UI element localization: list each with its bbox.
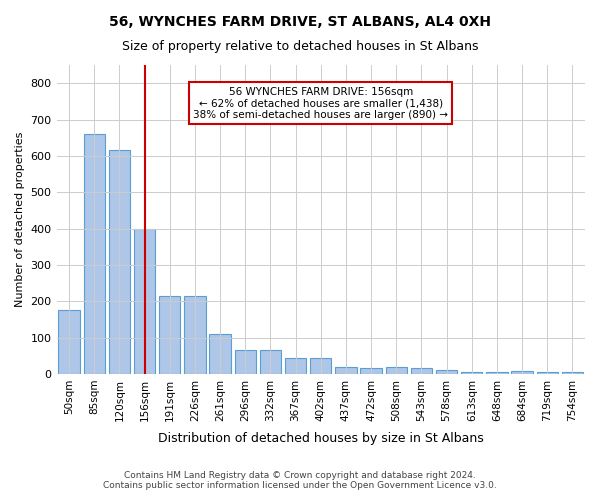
Bar	[436, 370, 457, 374]
Bar	[83, 134, 105, 374]
Bar	[486, 372, 508, 374]
Bar	[260, 350, 281, 374]
Bar	[209, 334, 231, 374]
Text: Size of property relative to detached houses in St Albans: Size of property relative to detached ho…	[122, 40, 478, 53]
Bar	[285, 358, 307, 374]
Bar	[386, 368, 407, 374]
Bar	[461, 372, 482, 374]
Bar	[58, 310, 80, 374]
Bar	[335, 368, 356, 374]
Text: 56 WYNCHES FARM DRIVE: 156sqm
← 62% of detached houses are smaller (1,438)
38% o: 56 WYNCHES FARM DRIVE: 156sqm ← 62% of d…	[193, 86, 448, 120]
Bar	[361, 368, 382, 374]
Bar	[184, 296, 206, 374]
Bar	[235, 350, 256, 374]
Bar	[536, 372, 558, 374]
Bar	[134, 228, 155, 374]
Bar	[310, 358, 331, 374]
Y-axis label: Number of detached properties: Number of detached properties	[15, 132, 25, 307]
Bar	[562, 372, 583, 374]
Bar	[511, 371, 533, 374]
Bar	[109, 150, 130, 374]
Bar	[159, 296, 181, 374]
Text: 56, WYNCHES FARM DRIVE, ST ALBANS, AL4 0XH: 56, WYNCHES FARM DRIVE, ST ALBANS, AL4 0…	[109, 15, 491, 29]
X-axis label: Distribution of detached houses by size in St Albans: Distribution of detached houses by size …	[158, 432, 484, 445]
Text: Contains HM Land Registry data © Crown copyright and database right 2024.
Contai: Contains HM Land Registry data © Crown c…	[103, 470, 497, 490]
Bar	[411, 368, 432, 374]
